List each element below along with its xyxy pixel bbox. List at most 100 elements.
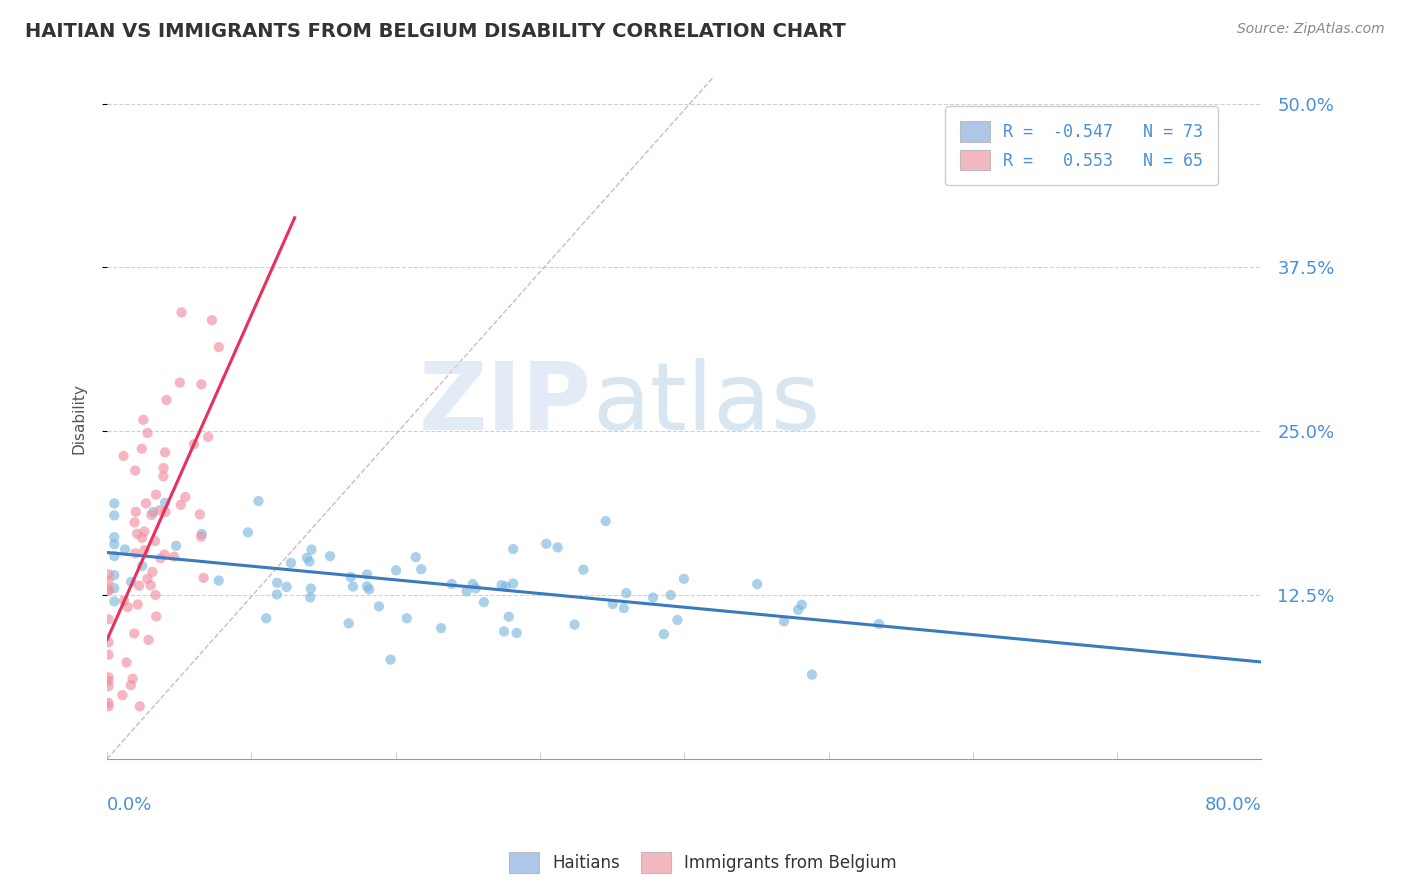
Point: [97, 696, 120, 710]
Point: [405, 550, 427, 565]
Point: [111, 688, 134, 702]
Point: [121, 672, 143, 686]
Point: [339, 570, 361, 584]
Point: [461, 577, 484, 591]
Point: [143, 533, 166, 548]
Point: [163, 549, 186, 564]
Point: [299, 591, 322, 605]
Point: [141, 508, 163, 522]
Point: [169, 376, 191, 390]
Point: [491, 578, 513, 592]
Legend: R =  -0.547   N = 73, R =   0.553   N = 65: R = -0.547 N = 73, R = 0.553 N = 65: [945, 106, 1219, 186]
Point: [266, 587, 288, 601]
Point: [115, 656, 138, 670]
Point: [145, 588, 167, 602]
Point: [201, 313, 224, 327]
Point: [132, 413, 155, 427]
Point: [276, 580, 298, 594]
Point: [136, 425, 159, 440]
Point: [152, 469, 174, 483]
Point: [153, 445, 176, 459]
Point: [120, 678, 142, 692]
Point: [145, 609, 167, 624]
Point: [564, 617, 586, 632]
Point: [152, 461, 174, 475]
Point: [190, 377, 212, 392]
Point: [103, 581, 125, 595]
Point: [359, 582, 381, 597]
Point: [266, 575, 288, 590]
Point: [456, 584, 478, 599]
Point: [97, 674, 120, 689]
Point: [117, 600, 139, 615]
Point: [800, 667, 823, 681]
Point: [747, 577, 769, 591]
Point: [602, 597, 624, 611]
Point: [128, 699, 150, 714]
Point: [103, 496, 125, 510]
Point: [97, 670, 120, 684]
Point: [139, 578, 162, 592]
Point: [492, 624, 515, 639]
Point: [183, 437, 205, 451]
Point: [127, 598, 149, 612]
Point: [103, 508, 125, 523]
Point: [103, 537, 125, 551]
Point: [254, 611, 277, 625]
Point: [614, 586, 637, 600]
Point: [298, 554, 321, 568]
Point: [97, 567, 120, 582]
Point: [97, 582, 120, 597]
Point: [193, 571, 215, 585]
Point: [142, 505, 165, 519]
Point: [572, 563, 595, 577]
Point: [659, 588, 682, 602]
Point: [124, 464, 146, 478]
Point: [131, 442, 153, 456]
Text: 80.0%: 80.0%: [1205, 797, 1261, 814]
Point: [868, 617, 890, 632]
Point: [128, 579, 150, 593]
Point: [122, 626, 145, 640]
Point: [125, 526, 148, 541]
Point: [153, 496, 176, 510]
Point: [188, 508, 211, 522]
Point: [197, 430, 219, 444]
Point: [440, 577, 463, 591]
Point: [131, 559, 153, 574]
Point: [641, 591, 664, 605]
Text: ZIP: ZIP: [419, 359, 592, 450]
Point: [98, 583, 121, 598]
Point: [153, 548, 176, 562]
Point: [672, 572, 695, 586]
Point: [547, 541, 569, 555]
Point: [138, 632, 160, 647]
Point: [773, 615, 796, 629]
Point: [356, 567, 378, 582]
Point: [125, 505, 148, 519]
Point: [368, 599, 391, 614]
Point: [652, 627, 675, 641]
Point: [170, 305, 193, 319]
Point: [505, 626, 527, 640]
Point: [319, 549, 342, 563]
Point: [356, 579, 378, 593]
Point: [120, 574, 142, 589]
Point: [131, 531, 153, 545]
Point: [613, 601, 636, 615]
Point: [536, 537, 558, 551]
Point: [385, 563, 408, 577]
Text: HAITIAN VS IMMIGRANTS FROM BELGIUM DISABILITY CORRELATION CHART: HAITIAN VS IMMIGRANTS FROM BELGIUM DISAB…: [25, 22, 846, 41]
Point: [191, 527, 214, 541]
Point: [149, 503, 172, 517]
Point: [155, 392, 177, 407]
Point: [299, 582, 322, 596]
Point: [97, 612, 120, 626]
Point: [149, 551, 172, 566]
Point: [337, 616, 360, 631]
Point: [295, 550, 318, 565]
Point: [280, 556, 302, 570]
Point: [380, 652, 402, 666]
Point: [124, 516, 146, 530]
Point: [97, 679, 120, 693]
